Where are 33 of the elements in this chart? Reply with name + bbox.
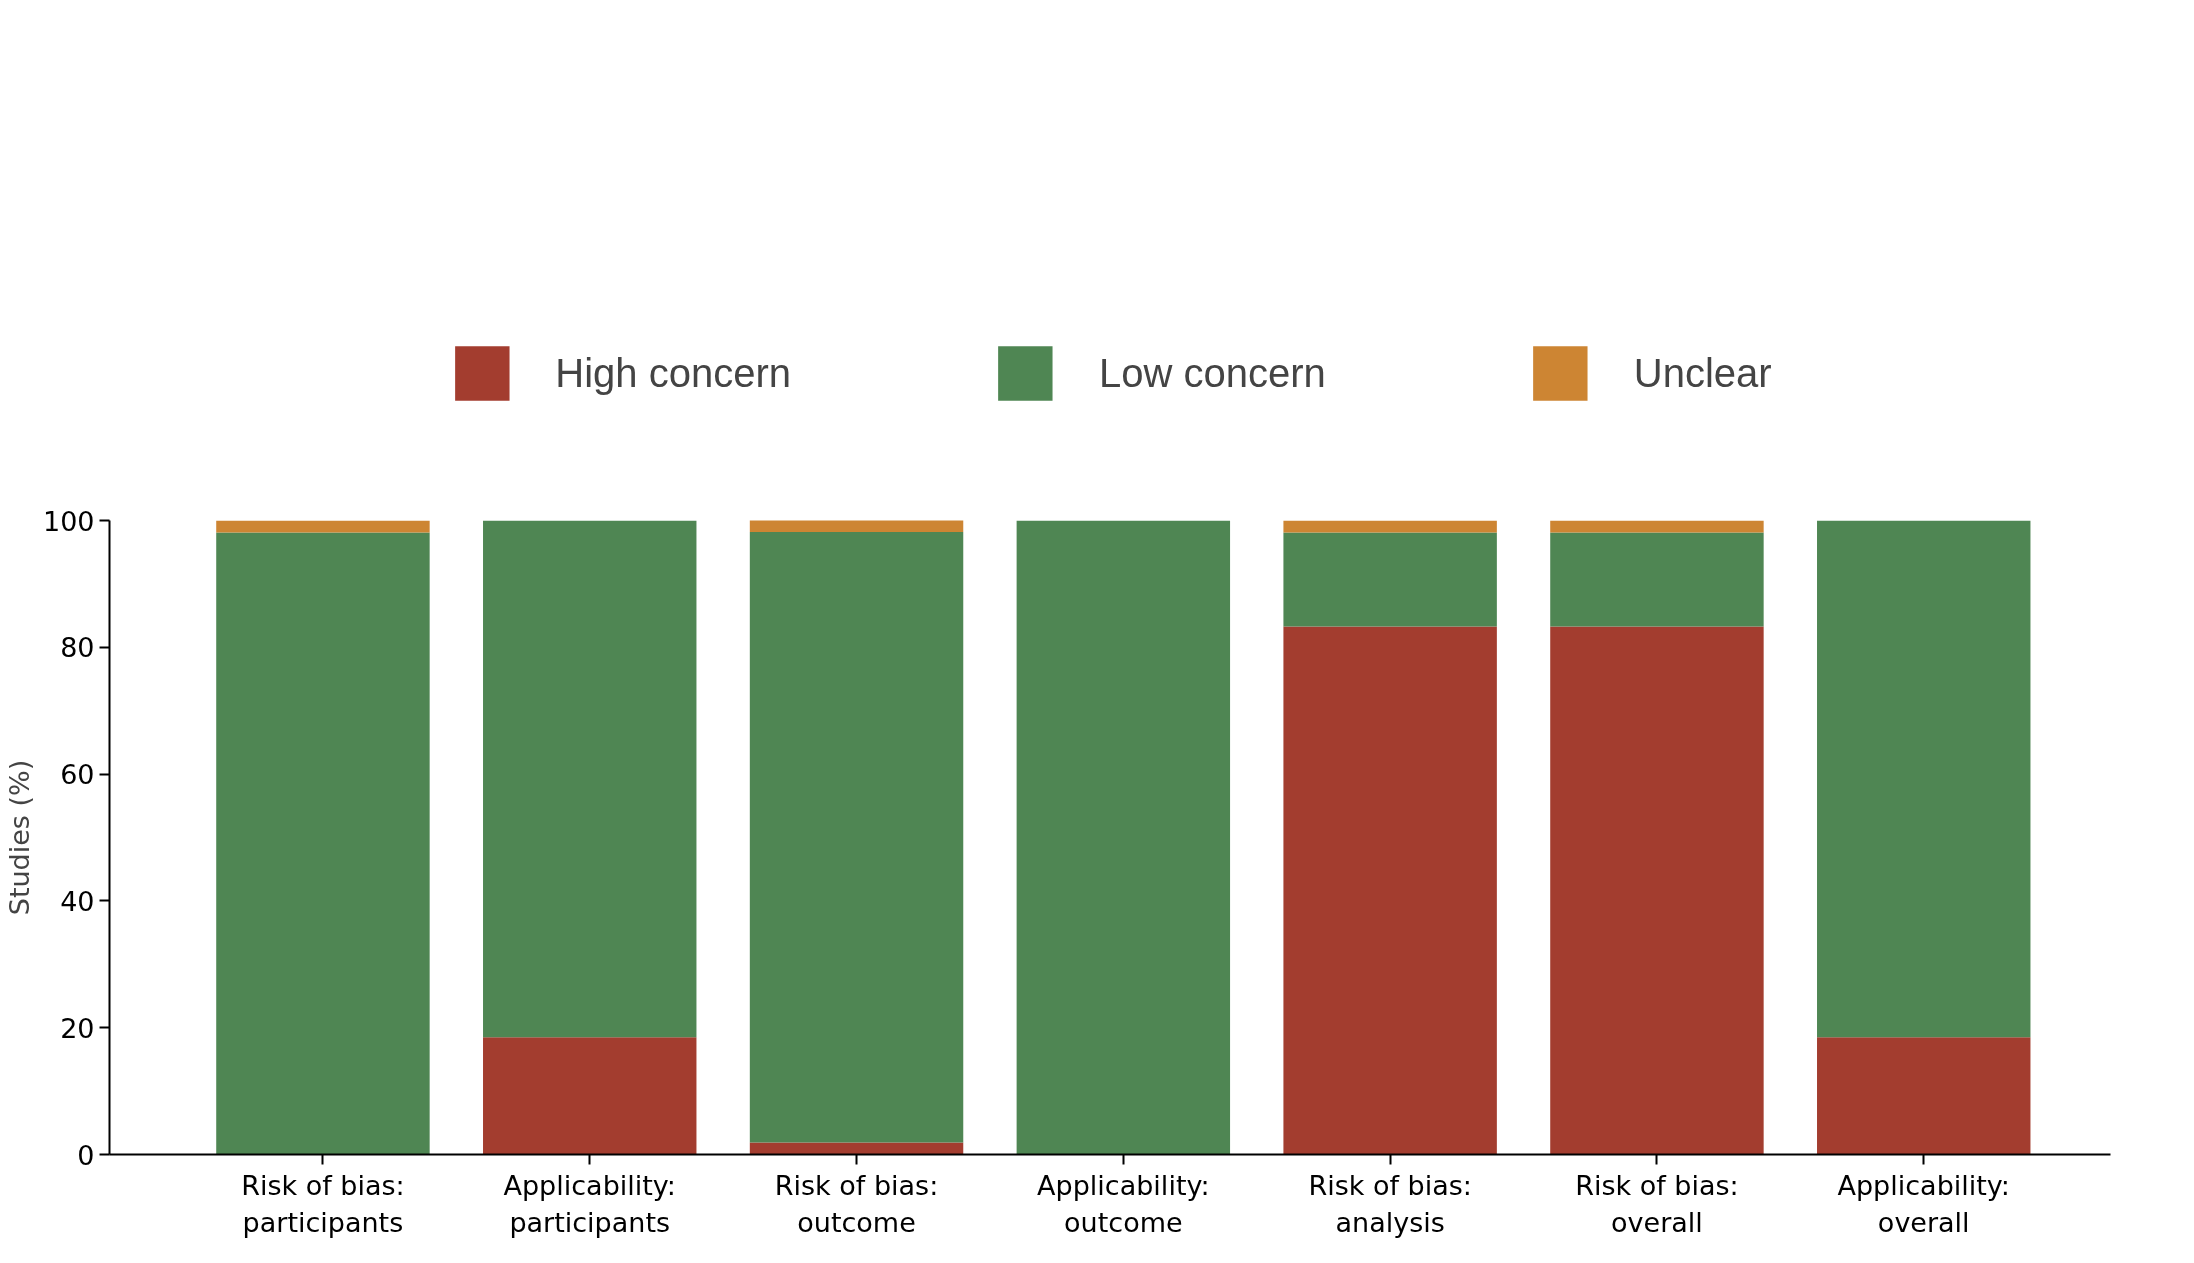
x-tick-label: Risk of bias: participants (241, 1169, 405, 1238)
x-tick-label: Applicability: outcome (1037, 1169, 1210, 1238)
y-tick-label: 60 (60, 759, 95, 791)
x-tick-label: Applicability: participants (503, 1169, 676, 1238)
bar (749, 531, 964, 1143)
bar (749, 1142, 964, 1155)
bar (483, 1037, 697, 1155)
bar (483, 520, 697, 1038)
y-axis-title: Studies (%) (3, 759, 35, 916)
bar (1283, 520, 1497, 533)
x-tick-label: Applicability: overall (1837, 1169, 2010, 1238)
bar (1550, 532, 1764, 627)
legend-label: Low concern (1099, 350, 1326, 396)
bar (1283, 532, 1497, 627)
bar (1283, 626, 1497, 1155)
bar (216, 520, 430, 533)
bar (749, 520, 964, 532)
x-tick-label: Risk of bias: analysis (1308, 1169, 1472, 1238)
bar (1550, 626, 1764, 1155)
y-tick-label: 100 (42, 505, 95, 537)
bar (1016, 520, 1231, 1155)
bar (216, 532, 430, 1155)
y-tick-label: 0 (77, 1139, 95, 1171)
y-tick-label: 40 (60, 885, 95, 917)
x-tick-label: Risk of bias: overall (1575, 1169, 1739, 1238)
legend-label: High concern (555, 350, 792, 396)
x-tick-label: Risk of bias: outcome (774, 1169, 939, 1238)
bar (1817, 520, 2031, 1038)
legend-label: Unclear (1633, 350, 1772, 396)
bar (1550, 520, 1764, 533)
bar (1817, 1037, 2031, 1155)
y-tick-label: 20 (60, 1012, 95, 1044)
y-tick-label: 80 (60, 632, 95, 664)
